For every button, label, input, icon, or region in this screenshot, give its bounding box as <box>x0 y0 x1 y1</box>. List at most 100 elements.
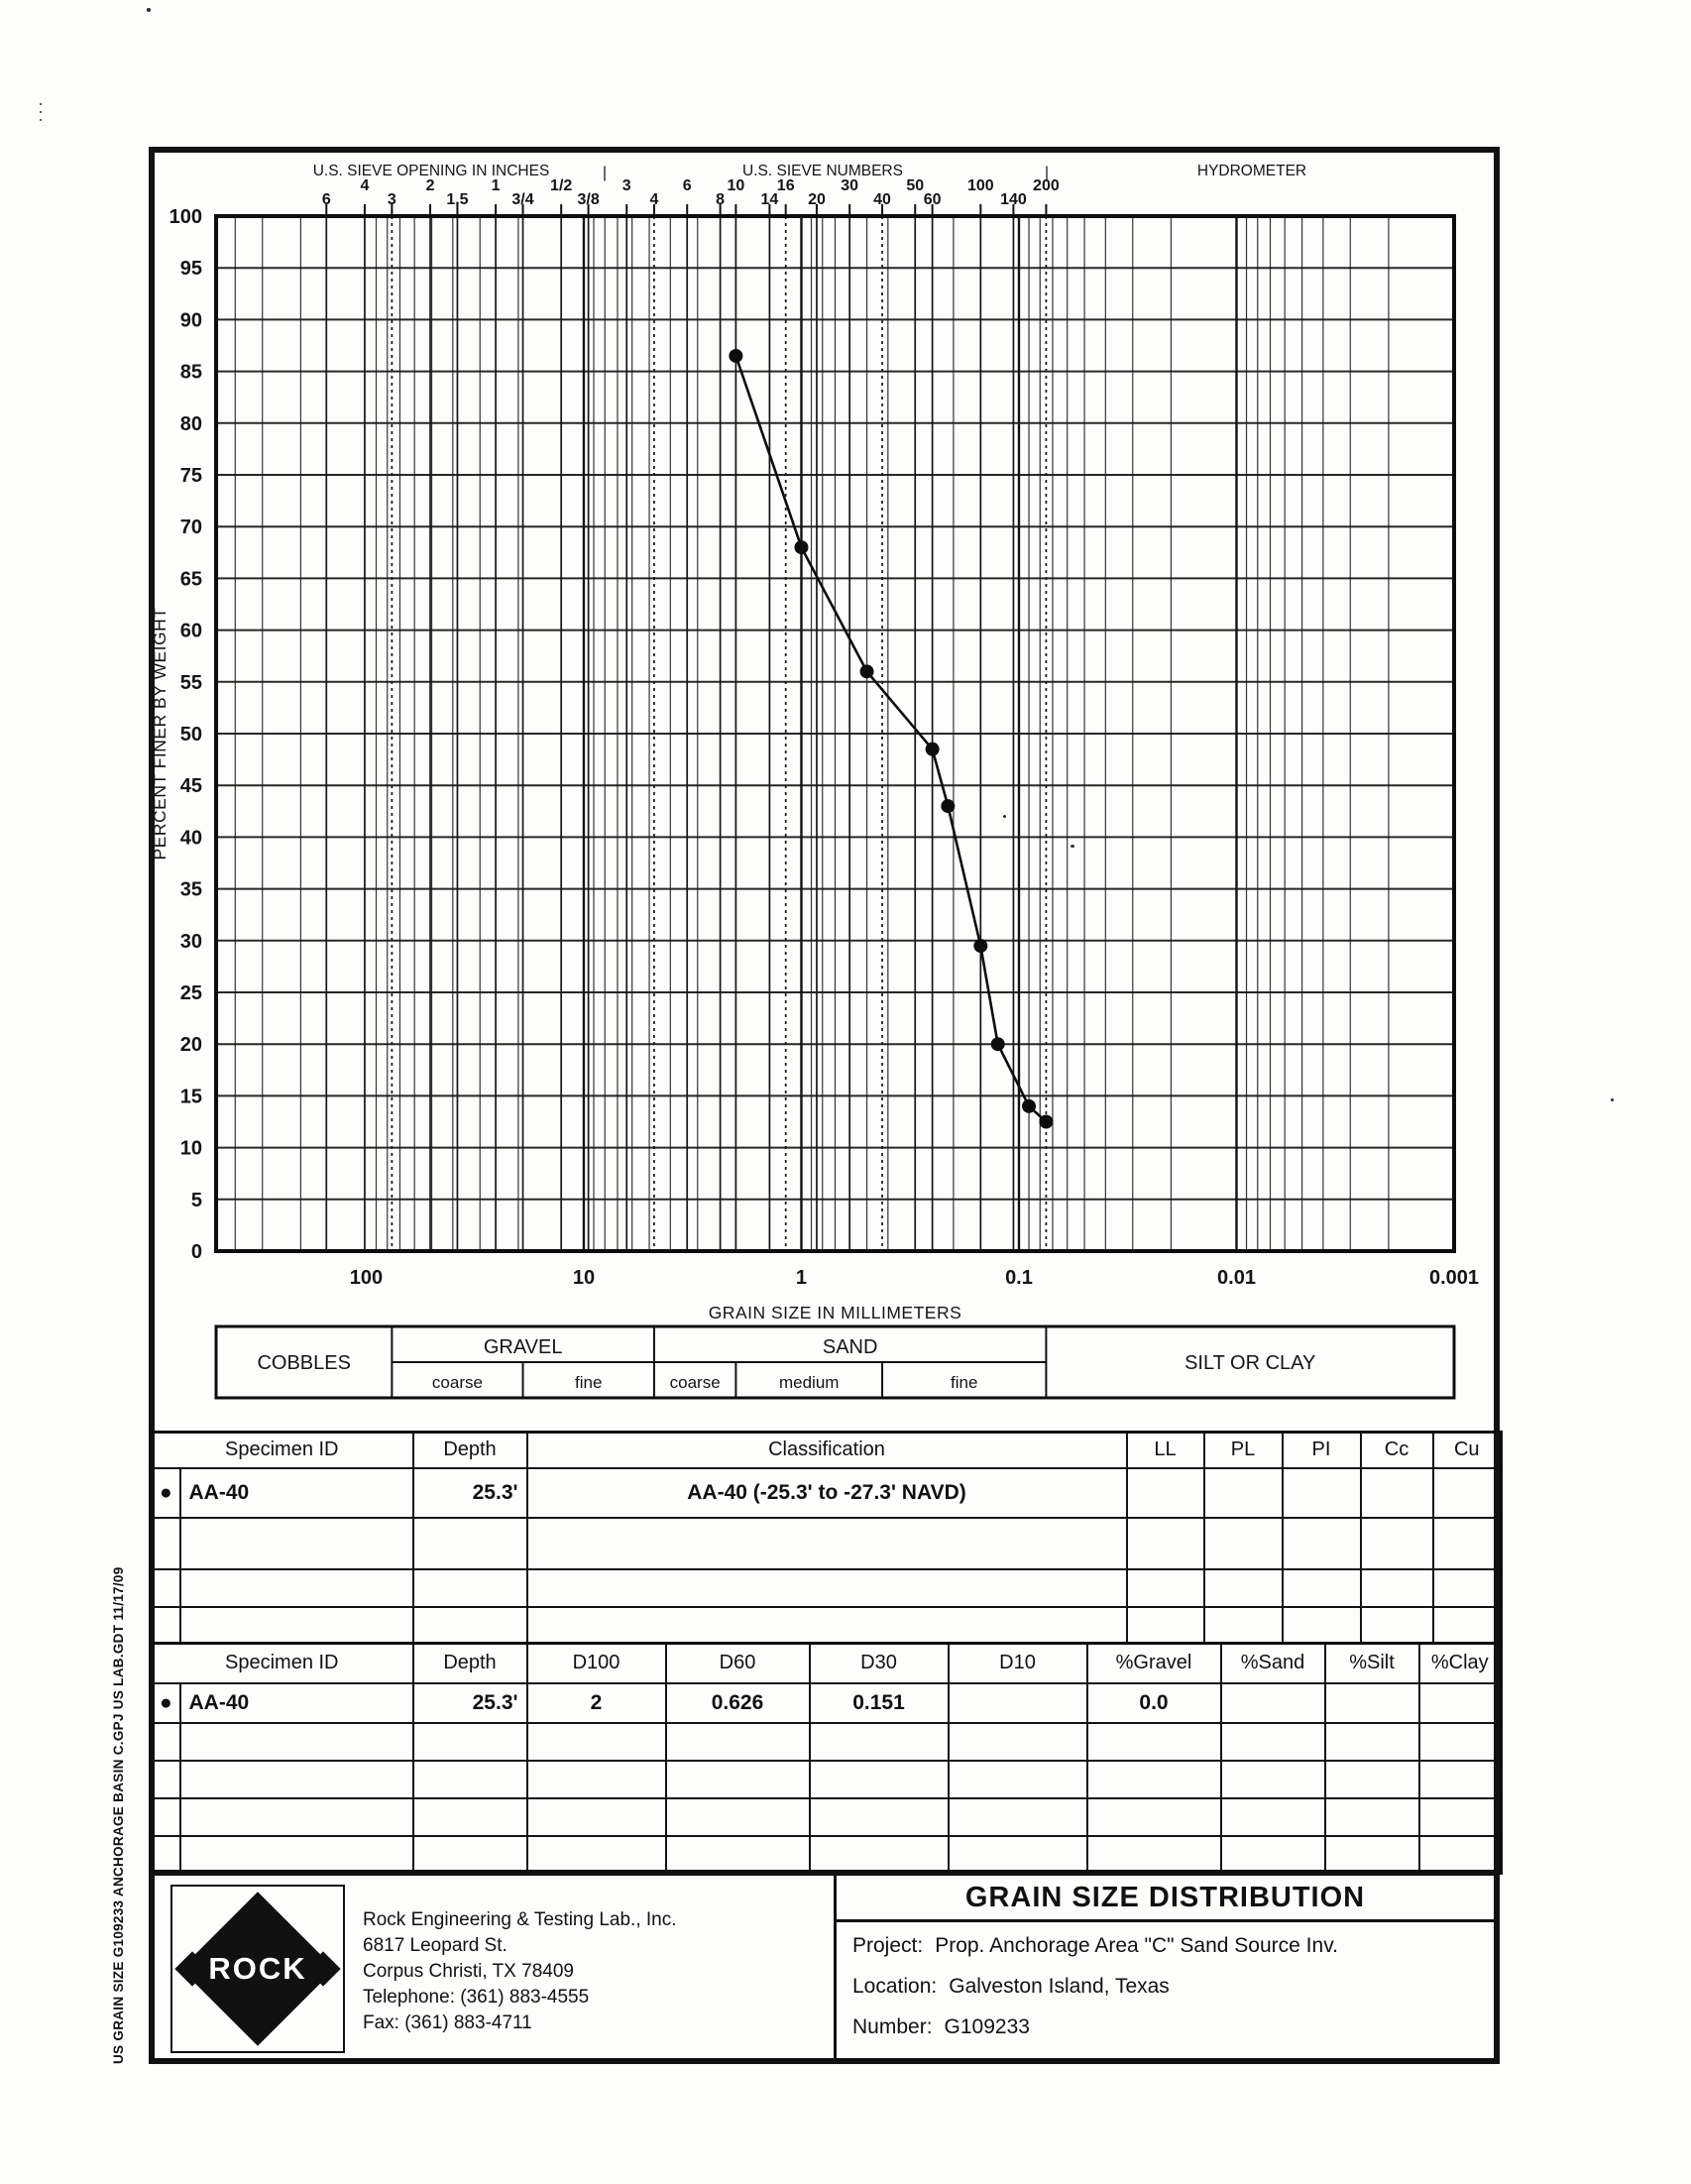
title-block: ROCK Rock Engineering & Testing Lab., In… <box>149 1870 1500 2064</box>
table-cell <box>1085 1834 1222 1875</box>
column-header: Depth <box>411 1431 528 1469</box>
project-label: Project: <box>852 1934 924 1957</box>
table-cell <box>525 1721 667 1762</box>
table-cell <box>525 1796 667 1837</box>
table-cell <box>1085 1759 1222 1799</box>
number-value: G109233 <box>944 2015 1030 2038</box>
sieve-size-label: 1.5 <box>446 191 468 208</box>
sieve-size-label: 4 <box>649 191 658 208</box>
y-tick-label: 75 <box>180 465 202 487</box>
table-cell <box>1417 1759 1503 1799</box>
sieve-size-label: 40 <box>873 191 891 208</box>
sieve-size-label: 20 <box>808 191 826 208</box>
table-cell <box>1085 1721 1222 1762</box>
sieve-size-label: 50 <box>906 177 924 194</box>
band-label-gravel-coarse: coarse <box>432 1373 483 1392</box>
letterhead: ROCK Rock Engineering & Testing Lab., In… <box>155 1876 837 2058</box>
scan-speck <box>1611 1098 1614 1101</box>
table-row-blank <box>149 1796 1503 1837</box>
column-header: Classification <box>525 1431 1128 1469</box>
table-cell: 0.626 <box>664 1681 811 1724</box>
table-cell <box>1417 1721 1503 1762</box>
top-axis-label-inches: U.S. SIEVE OPENING IN INCHES <box>313 163 550 179</box>
table-cell <box>178 1516 414 1570</box>
distribution-curve <box>734 355 1048 1123</box>
table-cell <box>178 1567 414 1608</box>
location-label: Location: <box>852 1975 938 1998</box>
plot-border <box>214 214 1456 1253</box>
sieve-size-label: 140 <box>1000 191 1027 208</box>
y-tick-label: 5 <box>191 1190 202 1211</box>
table-cell <box>411 1759 528 1799</box>
table-cell: AA-40 <box>178 1466 414 1519</box>
sieve-size-label: 3/8 <box>577 191 599 208</box>
report-title: GRAIN SIZE DISTRIBUTION <box>837 1876 1494 1922</box>
company-fax: Fax: (361) 883-4711 <box>363 2012 532 2033</box>
table-cell <box>1202 1516 1284 1570</box>
top-axis-separator: | <box>1045 165 1049 181</box>
project-field: Project: Prop. Anchorage Area "C" Sand S… <box>852 1934 1478 1958</box>
data-point <box>1039 1114 1054 1129</box>
row-marker <box>149 1834 181 1875</box>
y-tick-label: 55 <box>180 672 202 694</box>
number-field: Number: G109233 <box>852 2015 1478 2039</box>
table-cell: 25.3' <box>411 1466 528 1519</box>
y-tick-label: 10 <box>180 1138 202 1160</box>
table-cell <box>1359 1466 1434 1519</box>
table-cell <box>1431 1567 1503 1608</box>
y-tick-label: 20 <box>180 1034 202 1056</box>
row-marker: ● <box>149 1466 181 1519</box>
row-marker <box>149 1605 181 1645</box>
x-axis-title: GRAIN SIZE IN MILLIMETERS <box>709 1303 962 1322</box>
y-tick-label: 0 <box>191 1241 202 1263</box>
table-cell <box>1219 1796 1326 1837</box>
table-cell <box>808 1721 950 1762</box>
data-point <box>973 939 988 954</box>
column-header: Specimen ID <box>149 1431 414 1469</box>
table-cell <box>808 1759 950 1799</box>
table-cell <box>1219 1834 1326 1875</box>
table-row: ● AA-40 25.3' AA-40 (-25.3' to -27.3' NAVD) <box>149 1466 1503 1519</box>
sideways-file-reference-text: US GRAIN SIZE G109233 ANCHORAGE BASIN C.… <box>111 1566 126 2064</box>
column-header: D100 <box>525 1642 667 1684</box>
column-header: PL <box>1202 1431 1284 1469</box>
table-cell <box>1323 1681 1420 1724</box>
data-point <box>859 664 874 679</box>
table-cell <box>947 1721 1088 1762</box>
report-fields: Project: Prop. Anchorage Area "C" Sand S… <box>837 1922 1494 2039</box>
specimen-classification-table: Specimen ID Depth Classification LL PL PI Cc Cu… <box>149 1431 1503 1645</box>
column-header: Depth <box>411 1642 528 1684</box>
y-tick-label: 45 <box>180 775 202 797</box>
table-row-blank <box>149 1834 1503 1875</box>
column-header: Cc <box>1359 1431 1434 1469</box>
table-cell <box>1417 1681 1503 1724</box>
project-value: Prop. Anchorage Area "C" Sand Source Inv… <box>935 1934 1338 1957</box>
top-axis-separator: | <box>603 165 607 181</box>
sieve-size-label: 3 <box>388 191 396 208</box>
x-tick-label: 1 <box>796 1267 807 1289</box>
table-cell <box>1202 1466 1284 1519</box>
data-point <box>941 799 956 814</box>
rock-logo: ROCK <box>170 1885 345 2053</box>
y-tick-label: 85 <box>180 362 202 384</box>
scan-speck <box>1003 815 1006 818</box>
table-row-blank <box>149 1721 1503 1762</box>
band-label-gravel-fine: fine <box>575 1373 602 1392</box>
sieve-size-label: 14 <box>761 191 779 208</box>
table-cell <box>1323 1759 1420 1799</box>
table-cell <box>411 1834 528 1875</box>
column-header: %Silt <box>1323 1642 1420 1684</box>
scan-speck <box>40 119 42 121</box>
band-label-sand-coarse: coarse <box>670 1373 721 1392</box>
column-header: %Gravel <box>1085 1642 1222 1684</box>
band-label-sand-fine: fine <box>951 1373 977 1392</box>
table-header-row: Specimen ID Depth Classification LL PL PI Cc Cu <box>149 1431 1503 1469</box>
table-cell: 0.0 <box>1085 1681 1222 1724</box>
table-cell <box>1125 1567 1205 1608</box>
table-cell <box>947 1796 1088 1837</box>
x-tick-label: 0.1 <box>1005 1267 1033 1289</box>
table-cell <box>1219 1721 1326 1762</box>
table-cell <box>1359 1516 1434 1570</box>
location-field: Location: Galveston Island, Texas <box>852 1975 1478 1999</box>
table-cell <box>178 1759 414 1799</box>
